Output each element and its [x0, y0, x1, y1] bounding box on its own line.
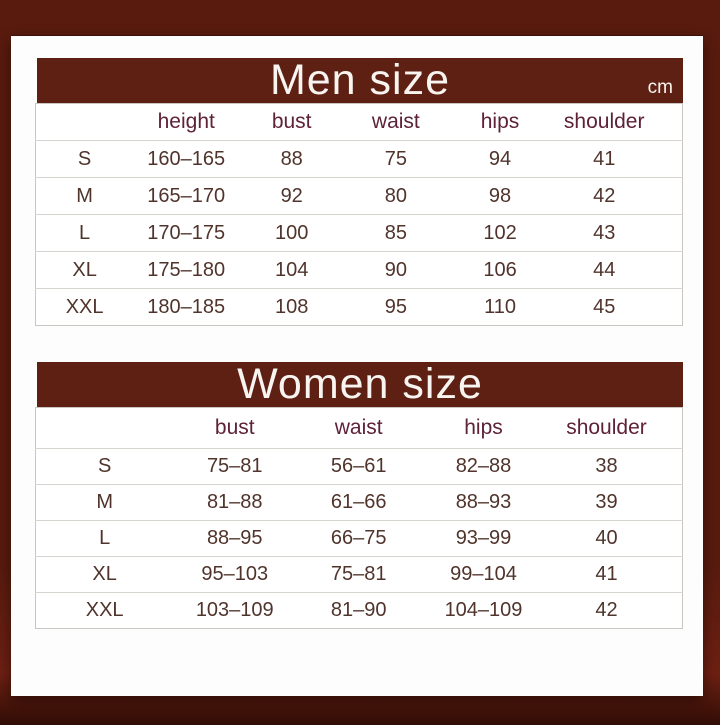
- table-cell: 85: [344, 214, 448, 252]
- size-label-cell: S: [35, 448, 174, 485]
- table-cell: 40: [545, 520, 683, 557]
- column-header-height: height: [157, 110, 215, 133]
- table-cell: 175–180: [133, 251, 240, 289]
- table-cell: 104–109: [421, 592, 546, 629]
- table-row-xxl: XXL 103–109 81–90 104–109 42: [35, 592, 683, 629]
- table-cell: 88–93: [421, 484, 546, 521]
- unit-label: cm: [647, 77, 673, 98]
- table-cell: 61–66: [296, 484, 422, 521]
- table-row-m: M 81–88 61–66 88–93 39: [35, 484, 683, 521]
- table-cell: 165–170: [133, 177, 240, 215]
- men-size-title: Men size: [269, 56, 451, 104]
- men-size-title-bar: Men size cm: [37, 58, 683, 103]
- table-cell: 81–88: [173, 484, 297, 521]
- table-cell: 44: [552, 251, 683, 289]
- column-header-hips: hips: [464, 416, 503, 439]
- column-header-shoulder: shoulder: [563, 110, 645, 133]
- column-header-size: [36, 104, 134, 141]
- table-cell: 88–95: [173, 520, 297, 557]
- table-cell: 98: [447, 177, 553, 215]
- table-row-l: L 88–95 66–75 93–99 40: [35, 520, 683, 557]
- table-cell: 75: [344, 140, 448, 178]
- size-label-cell: S: [35, 140, 134, 178]
- table-cell: 95: [344, 288, 448, 326]
- table-cell: 99–104: [421, 556, 546, 593]
- table-cell: 160–165: [133, 140, 240, 178]
- table-cell: 100: [239, 214, 345, 252]
- table-cell: 81–90: [296, 592, 422, 629]
- women-header-row: bust waist hips shoulder: [36, 408, 683, 449]
- column-header-waist: waist: [334, 416, 383, 439]
- size-label-cell: XXL: [35, 288, 134, 326]
- table-cell: 66–75: [296, 520, 422, 557]
- white-panel: Men size cm height bust waist hips shoul…: [11, 36, 703, 696]
- table-cell: 95–103: [173, 556, 297, 593]
- column-header-size: [36, 408, 174, 449]
- table-row-s: S 75–81 56–61 82–88 38: [35, 448, 683, 485]
- table-row-s: S 160–165 88 75 94 41: [35, 140, 683, 178]
- size-label-cell: XL: [35, 556, 174, 593]
- table-cell: 106: [447, 251, 553, 289]
- table-row-xxl: XXL 180–185 108 95 110 45: [35, 288, 683, 326]
- table-cell: 45: [552, 288, 683, 326]
- size-label-cell: L: [35, 214, 134, 252]
- table-cell: 92: [239, 177, 345, 215]
- column-header-waist: waist: [371, 110, 420, 133]
- table-cell: 102: [447, 214, 553, 252]
- size-label-cell: XL: [35, 251, 134, 289]
- table-cell: 41: [545, 556, 683, 593]
- size-label-cell: M: [35, 484, 174, 521]
- table-cell: 108: [239, 288, 345, 326]
- table-cell: 94: [447, 140, 553, 178]
- table-row-xl: XL 95–103 75–81 99–104 41: [35, 556, 683, 593]
- table-cell: 38: [545, 448, 683, 485]
- table-cell: 42: [552, 177, 683, 215]
- table-cell: 180–185: [133, 288, 240, 326]
- women-size-title-bar: Women size: [37, 362, 683, 407]
- column-header-bust: bust: [271, 110, 312, 133]
- table-cell: 75–81: [296, 556, 422, 593]
- table-cell: 110: [447, 288, 553, 326]
- table-cell: 93–99: [421, 520, 546, 557]
- table-cell: 43: [552, 214, 683, 252]
- table-cell: 170–175: [133, 214, 240, 252]
- table-row-m: M 165–170 92 80 98 42: [35, 177, 683, 215]
- size-label-cell: L: [35, 520, 174, 557]
- women-size-table: bust waist hips shoulder S 75–81 56–61 8…: [35, 407, 683, 629]
- column-header-shoulder: shoulder: [566, 416, 647, 439]
- table-cell: 42: [545, 592, 683, 629]
- men-header-row: height bust waist hips shoulder: [36, 104, 683, 141]
- column-header-bust: bust: [214, 416, 255, 439]
- table-cell: 39: [545, 484, 683, 521]
- table-cell: 103–109: [173, 592, 297, 629]
- size-label-cell: M: [35, 177, 134, 215]
- table-row-l: L 170–175 100 85 102 43: [35, 214, 683, 252]
- women-size-title: Women size: [237, 360, 483, 408]
- table-cell: 88: [239, 140, 345, 178]
- size-label-cell: XXL: [35, 592, 174, 629]
- column-header-hips: hips: [480, 110, 520, 133]
- table-row-xl: XL 175–180 104 90 106 44: [35, 251, 683, 289]
- table-cell: 82–88: [421, 448, 546, 485]
- table-cell: 41: [552, 140, 683, 178]
- table-cell: 90: [344, 251, 448, 289]
- table-cell: 104: [239, 251, 345, 289]
- table-cell: 80: [344, 177, 448, 215]
- table-cell: 75–81: [173, 448, 297, 485]
- table-cell: 56–61: [296, 448, 422, 485]
- men-size-table: height bust waist hips shoulder S 160–16…: [35, 103, 683, 326]
